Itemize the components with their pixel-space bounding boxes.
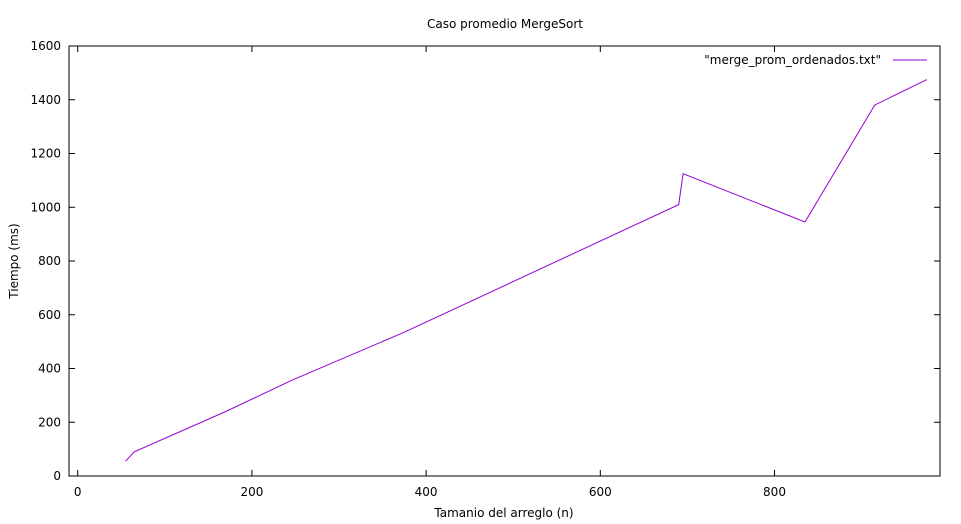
y-tick-label: 1000 bbox=[30, 200, 61, 214]
y-tick-label: 1200 bbox=[30, 147, 61, 161]
x-tick-label: 800 bbox=[763, 485, 786, 499]
x-axis-label: Tamanio del arreglo (n) bbox=[433, 506, 573, 520]
y-tick-label: 0 bbox=[53, 469, 61, 483]
y-tick-label: 1400 bbox=[30, 93, 61, 107]
legend-label: "merge_prom_ordenados.txt" bbox=[704, 53, 881, 67]
x-axis: 0 200 400 600 800 bbox=[74, 46, 786, 499]
y-tick-label: 200 bbox=[38, 415, 61, 429]
series-group bbox=[125, 79, 928, 462]
y-tick-label: 800 bbox=[38, 254, 61, 268]
x-tick-label: 400 bbox=[415, 485, 438, 499]
y-tick-label: 600 bbox=[38, 308, 61, 322]
x-tick-label: 200 bbox=[240, 485, 263, 499]
plot-frame bbox=[68, 45, 941, 477]
x-tick-label: 600 bbox=[589, 485, 612, 499]
legend: "merge_prom_ordenados.txt" bbox=[704, 53, 927, 67]
chart-title: Caso promedio MergeSort bbox=[427, 17, 583, 31]
x-tick-label: 0 bbox=[74, 485, 82, 499]
y-axis-label: Tiempo (ms) bbox=[7, 223, 21, 299]
y-axis: 0 200 400 600 800 1000 1200 1400 1600 bbox=[30, 39, 940, 483]
y-tick-label: 1600 bbox=[30, 39, 61, 53]
series-line bbox=[125, 79, 928, 462]
y-tick-label: 400 bbox=[38, 362, 61, 376]
